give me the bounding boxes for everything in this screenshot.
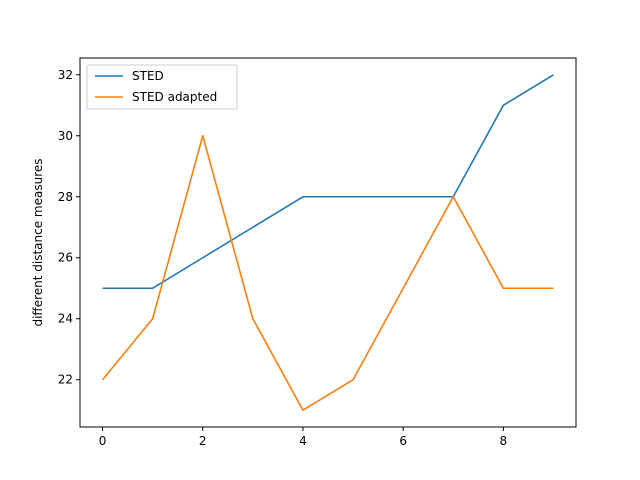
legend: STED STED adapted [86,64,238,110]
legend-label: STED adapted [132,90,217,104]
plot-area-frame [79,57,577,428]
y-tick-label: 32 [58,68,73,82]
x-tick-label: 2 [199,434,207,448]
legend-box [86,64,238,110]
y-axis-label: different distance measures [31,158,45,326]
y-tick-label: 28 [58,190,73,204]
x-tick-label: 6 [399,434,407,448]
y-tick-label: 24 [58,312,73,326]
legend-label: STED [132,69,164,83]
series-line [101,134,554,412]
series-layer [101,74,554,412]
y-tick-label: 30 [58,129,73,143]
y-tick-label: 26 [58,251,73,265]
x-tick-label: 0 [99,434,107,448]
x-tick-label: 4 [299,434,307,448]
y-tick-label: 22 [58,373,73,387]
series-line [102,74,554,290]
x-tick-label: 8 [500,434,508,448]
